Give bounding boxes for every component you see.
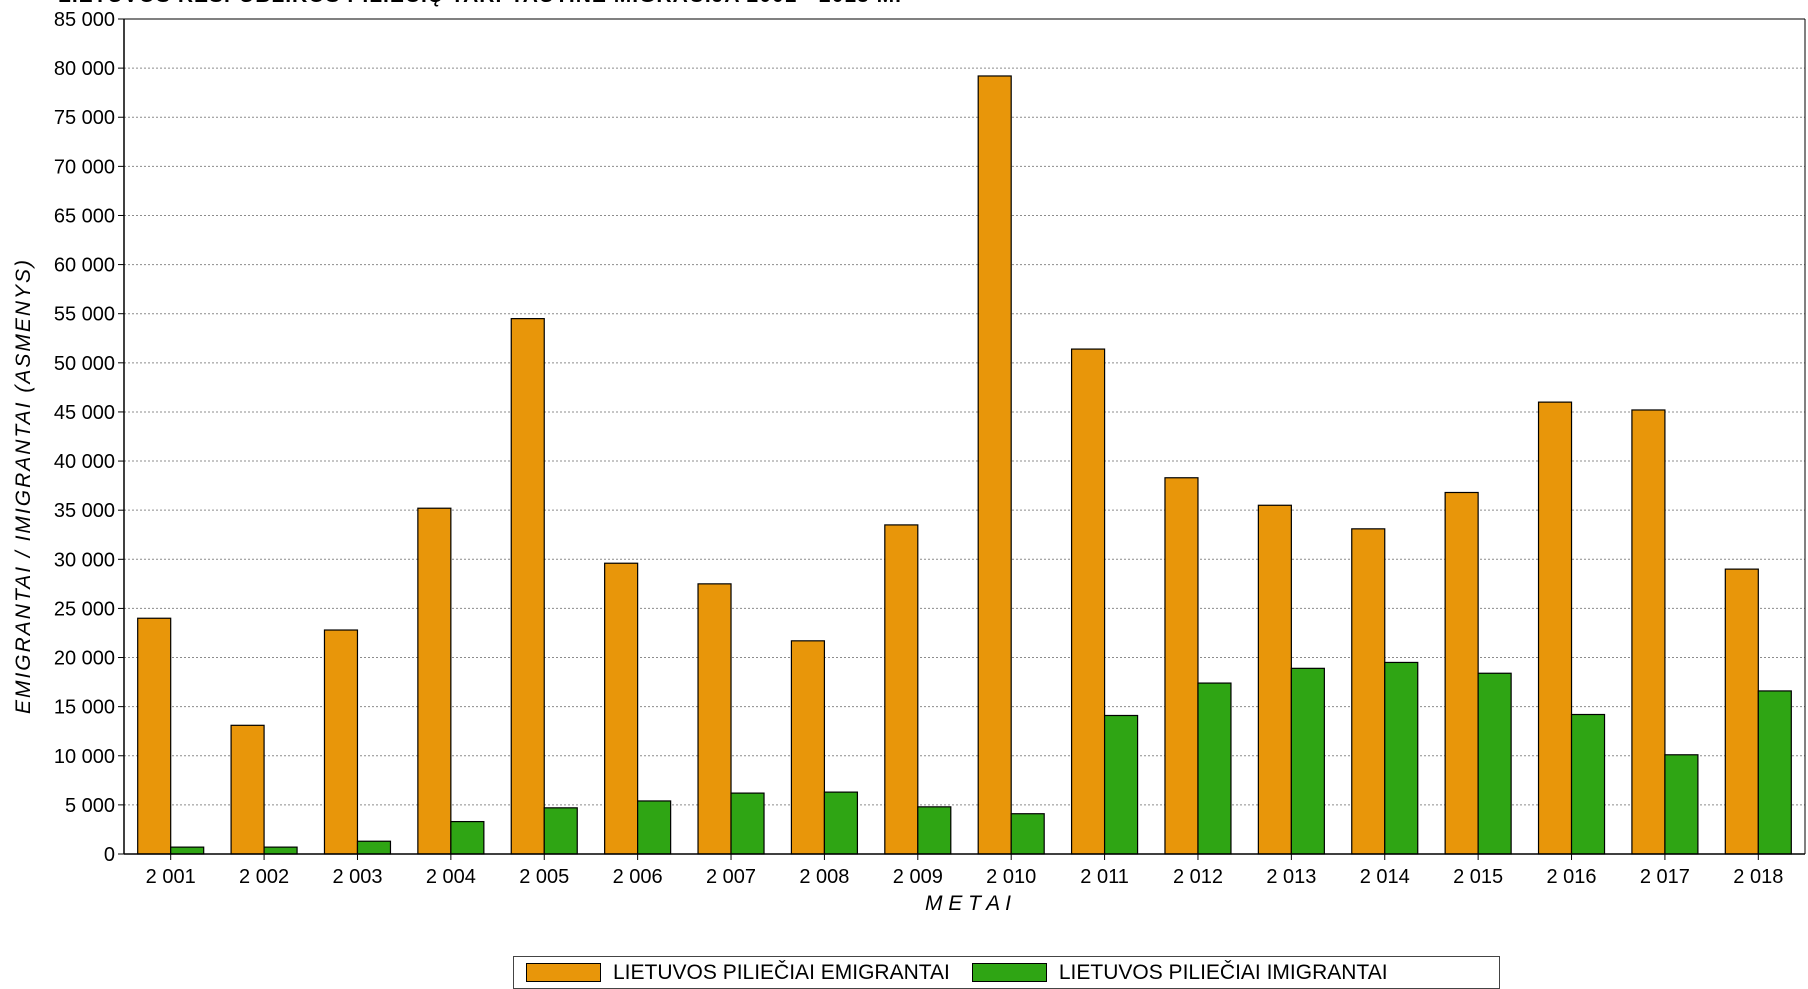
tick-labels: 0 5 000 10 000 15 000 20 000 25 000 30 000 35 0… <box>54 9 1784 888</box>
bar-emigrants <box>1351 528 1386 855</box>
bar-immigrants <box>263 846 298 855</box>
bars <box>137 75 1792 855</box>
bar-emigrants <box>697 583 732 855</box>
bar-emigrants <box>1724 568 1759 855</box>
bar-emigrants <box>790 640 826 855</box>
legend-item-emigrants: LIETUVOS PILIEČIAI EMIGRANTAI <box>526 961 950 985</box>
bar-emigrants <box>884 524 919 855</box>
bar-emigrants <box>977 75 1012 855</box>
y-tick-label: 70 000 <box>54 156 115 178</box>
bar-immigrants <box>1570 713 1606 855</box>
legend-label-emigrants: LIETUVOS PILIEČIAI EMIGRANTAI <box>613 960 950 984</box>
bar-emigrants <box>1070 348 1106 855</box>
y-tick-label: 75 000 <box>54 107 115 129</box>
y-tick-label: 40 000 <box>54 451 115 473</box>
x-tick-label: 2 018 <box>1733 866 1783 888</box>
y-tick-label: 65 000 <box>54 205 115 227</box>
bar-immigrants <box>917 806 952 855</box>
bar-emigrants <box>604 562 639 855</box>
bar-immigrants <box>1757 690 1792 855</box>
bar-emigrants <box>230 724 265 855</box>
x-tick-label: 2 012 <box>1173 866 1223 888</box>
bar-emigrants <box>510 318 545 855</box>
bar-immigrants <box>1197 682 1232 855</box>
y-tick-label: 80 000 <box>54 58 115 80</box>
bar-emigrants <box>1164 477 1199 855</box>
x-tick-label: 2 017 <box>1640 866 1690 888</box>
x-tick-label: 2 009 <box>893 866 943 888</box>
x-tick-label: 2 008 <box>799 866 849 888</box>
legend-item-immigrants: LIETUVOS PILIEČIAI IMIGRANTAI <box>971 960 1388 985</box>
bar-immigrants <box>1664 754 1699 855</box>
y-tick-label: 25 000 <box>54 598 115 620</box>
y-tick-label: 35 000 <box>54 500 115 522</box>
bar-immigrants <box>730 792 765 855</box>
y-tick-label: 0 <box>104 844 115 866</box>
y-tick-label: 10 000 <box>54 746 115 768</box>
bar-immigrants <box>170 846 205 855</box>
bar-immigrants <box>637 800 672 855</box>
bar-emigrants <box>1631 409 1666 855</box>
bar-emigrants <box>417 507 452 855</box>
bar-emigrants <box>1257 504 1292 855</box>
y-axis-label: EMIGRANTAI / IMIGRANTAI (ASMENYS) <box>12 258 35 714</box>
bar-emigrants <box>137 617 172 855</box>
x-axis-label: M E T A I <box>925 892 1011 915</box>
chart-title: LIETUVOS RESPUBLIKOS PILIEČIŲ TARPTAUTIN… <box>58 0 902 8</box>
x-tick-label: 2 005 <box>519 866 569 888</box>
bar-immigrants <box>450 820 485 855</box>
x-tick-label: 2 002 <box>239 866 289 888</box>
x-tick-label: 2 010 <box>986 866 1036 888</box>
bar-immigrants <box>1384 661 1419 855</box>
bar-immigrants <box>356 840 392 855</box>
axes <box>118 18 1806 860</box>
bar-emigrants <box>323 629 359 855</box>
bar-immigrants <box>543 807 578 855</box>
bar-emigrants <box>1444 491 1479 855</box>
x-tick-label: 2 003 <box>332 866 382 888</box>
legend-swatch-immigrants <box>971 963 1047 982</box>
y-tick-label: 55 000 <box>54 304 115 326</box>
y-tick-label: 20 000 <box>54 648 115 670</box>
bar-immigrants <box>1477 672 1512 855</box>
x-tick-label: 2 011 <box>1080 866 1129 888</box>
bar-emigrants <box>1537 401 1573 855</box>
bar-immigrants <box>1290 667 1325 855</box>
y-tick-label: 15 000 <box>54 697 115 719</box>
x-tick-label: 2 016 <box>1546 866 1596 888</box>
bar-immigrants <box>1010 813 1045 855</box>
x-tick-label: 2 015 <box>1453 866 1503 888</box>
y-tick-label: 5 000 <box>65 795 115 817</box>
legend: LIETUVOS PILIEČIAI EMIGRANTAI LIETUVOS P… <box>513 956 1500 989</box>
bar-immigrants <box>823 791 859 855</box>
legend-swatch-emigrants <box>526 963 601 982</box>
y-tick-label: 60 000 <box>54 255 115 277</box>
y-tick-label: 85 000 <box>54 9 115 31</box>
legend-label-immigrants: LIETUVOS PILIEČIAI IMIGRANTAI <box>1058 960 1388 984</box>
y-tick-label: 50 000 <box>54 353 115 375</box>
plot-area <box>124 19 1805 854</box>
x-tick-label: 2 004 <box>426 866 476 888</box>
x-tick-label: 2 014 <box>1360 866 1410 888</box>
x-tick-label: 2 007 <box>706 866 756 888</box>
gridlines <box>124 18 1805 854</box>
bar-immigrants <box>1103 714 1139 855</box>
x-tick-label: 2 006 <box>613 866 663 888</box>
x-tick-label: 2 013 <box>1266 866 1316 888</box>
y-tick-label: 45 000 <box>54 402 115 424</box>
y-tick-label: 30 000 <box>54 549 115 571</box>
x-tick-label: 2 001 <box>146 866 196 888</box>
